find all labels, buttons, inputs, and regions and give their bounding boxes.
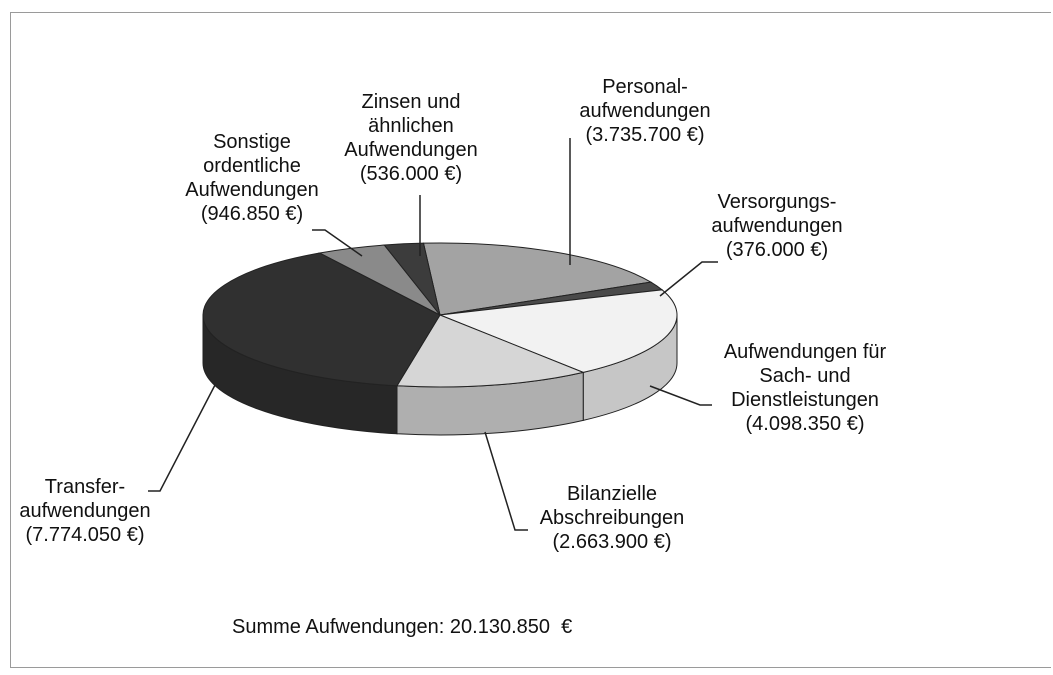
category-label: Personal- aufwendungen (579, 76, 711, 122)
category-label: Transfer- aufwendungen (19, 476, 151, 522)
pie-tops (202, 242, 678, 388)
slice-label: Personal- aufwendungen (3.735.700 €) (579, 75, 710, 147)
slice-label: Aufwendungen für Sach- und Dienstleistun… (724, 340, 886, 436)
slice-label: Bilanzielle Abschreibungen (2.663.900 €) (540, 482, 685, 554)
leader-line (659, 261, 718, 297)
category-label: Versorgungs- aufwendungen (711, 191, 843, 237)
value-label: (376.000 €) (725, 239, 829, 261)
leader-lines (148, 138, 718, 531)
frame (10, 12, 1051, 668)
pie-slice (422, 242, 653, 316)
pie-slice (383, 242, 441, 316)
pie-slice (202, 252, 441, 387)
category-label: Sonstige ordentliche Aufwendungen (185, 131, 319, 201)
category-label: Aufwendungen für Sach- und Dienstleistun… (723, 341, 887, 411)
value-label: (536.000 €) (359, 163, 463, 185)
value-label: (946.850 €) (200, 203, 304, 225)
category-label: Zinsen und ähnlichen Aufwendungen (344, 91, 478, 161)
pie-sides (202, 314, 678, 436)
category-label: Bilanzielle Abschreibungen (539, 483, 685, 529)
slice-label: Transfer- aufwendungen (7.774.050 €) (19, 475, 150, 547)
value-label: (2.663.900 €) (552, 531, 672, 553)
leader-line (484, 431, 528, 531)
pie-slice (396, 314, 585, 388)
value-label: (7.774.050 €) (25, 524, 145, 546)
value-label: (4.098.350 €) (745, 413, 865, 435)
total-label: Summe Aufwendungen: 20.130.850 € (232, 616, 573, 638)
pie-slice (439, 289, 678, 373)
slice-label: Versorgungs- aufwendungen (376.000 €) (711, 190, 842, 262)
leader-line (649, 385, 712, 406)
slice-label: Zinsen und ähnlichen Aufwendungen (536.00… (344, 90, 477, 186)
leader-line (148, 384, 216, 492)
value-label: (3.735.700 €) (585, 124, 705, 146)
slice-label: Sonstige ordentliche Aufwendungen (946.85… (185, 130, 318, 226)
leader-line (312, 229, 363, 257)
